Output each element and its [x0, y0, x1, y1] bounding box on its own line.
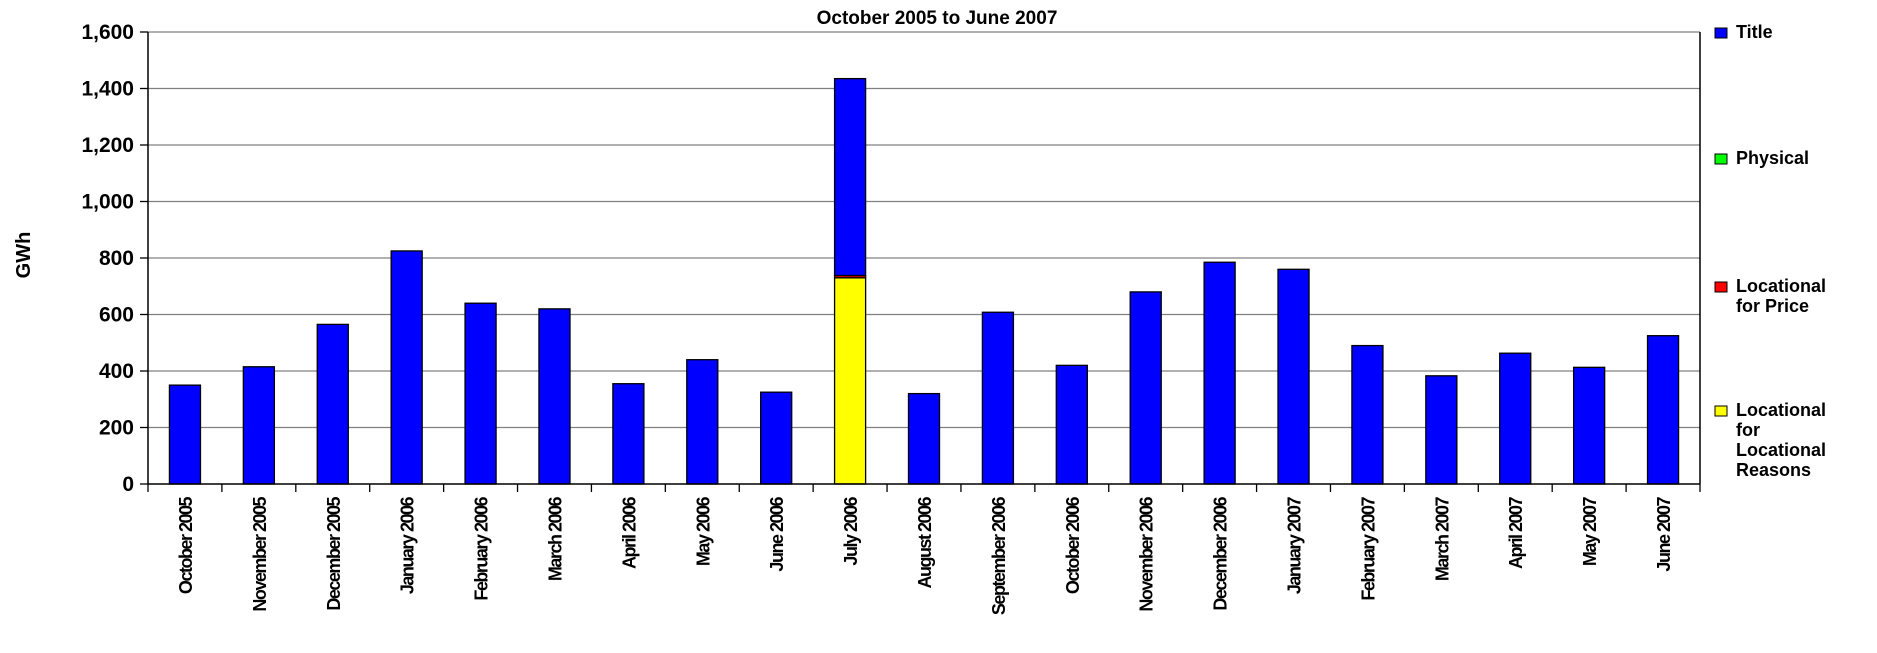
y-axis-label: GWh: [13, 232, 35, 279]
bar-segment: [833, 77, 867, 277]
y-tick-labels: 0 200 400 600 800 1,000 1,200 1,400 1,600: [81, 21, 134, 496]
bar-segment: [1499, 352, 1532, 485]
bar-segment: [981, 311, 1015, 485]
bar-segment: [242, 366, 276, 485]
bars: [168, 77, 1680, 485]
x-category-label: March 2007: [1432, 497, 1452, 582]
x-category-label: October 2006: [1063, 497, 1083, 595]
x-category-label: October 2005: [176, 497, 196, 595]
x-category-label: February 2007: [1358, 497, 1378, 601]
bar-segment: [1425, 375, 1458, 485]
legend-swatch: [1714, 153, 1728, 165]
x-category-label: November 2006: [1137, 497, 1157, 612]
bar-segment: [538, 308, 571, 485]
x-category-label: January 2006: [398, 497, 418, 595]
x-category-label: January 2007: [1285, 497, 1305, 595]
y-tick-label: 1,000: [81, 191, 134, 214]
y-tick-label: 800: [99, 247, 134, 270]
legend-label: Title: [1736, 22, 1773, 42]
x-category-label: September 2006: [989, 497, 1009, 616]
legend-label: Locational: [1736, 440, 1826, 460]
legend-label: Physical: [1736, 148, 1809, 168]
y-tick-label: 200: [99, 417, 134, 440]
bar-segment: [907, 392, 941, 485]
y-tick-label: 1,400: [81, 78, 134, 101]
y-tick-label: 1,200: [81, 134, 134, 157]
legend-label: for: [1736, 420, 1760, 440]
y-tick-label: 600: [99, 304, 134, 327]
bar-segment: [390, 250, 423, 485]
x-category-label: November 2005: [250, 497, 270, 612]
x-category-label: July 2006: [841, 497, 861, 566]
bar-segment: [168, 384, 202, 485]
legend-swatch: [1714, 27, 1728, 39]
x-category-label: May 2007: [1580, 497, 1600, 567]
bar-segment: [833, 277, 867, 485]
bar-segment: [316, 323, 349, 485]
chart-title: October 2005 to June 2007: [817, 8, 1058, 29]
x-category-label: June 2006: [767, 497, 787, 572]
x-category-label: February 2006: [472, 497, 492, 601]
bar-segment: [1351, 344, 1384, 485]
bar-segment: [1203, 261, 1236, 485]
x-category-label: April 2007: [1506, 497, 1526, 570]
axes: [140, 31, 1701, 492]
x-category-label: August 2006: [915, 497, 935, 589]
x-category-label: December 2005: [324, 497, 344, 611]
bar-segment: [464, 302, 497, 485]
bar-segment: [686, 359, 719, 485]
legend-label: for Price: [1736, 296, 1809, 316]
y-tick-label: 0: [122, 473, 134, 496]
legend-label: Locational: [1736, 276, 1826, 296]
x-category-label: June 2007: [1654, 497, 1674, 572]
x-category-label: April 2006: [619, 497, 639, 570]
y-tick-label: 1,600: [81, 21, 134, 44]
legend-label: Locational: [1736, 400, 1826, 420]
bar-segment: [612, 383, 645, 485]
x-category-labels: October 2005 November 2005 December 2005 Ja…: [176, 497, 1674, 616]
bar-segment: [1572, 366, 1606, 485]
bar-segment: [1277, 268, 1310, 485]
x-category-label: May 2006: [693, 497, 713, 567]
y-tick-label: 400: [99, 360, 134, 383]
bar-segment: [760, 391, 793, 485]
legend-swatch: [1714, 281, 1728, 293]
x-category-label: March 2006: [545, 497, 565, 582]
legend-label: Reasons: [1736, 460, 1811, 480]
gridlines: [148, 31, 1700, 429]
bar-segment: [1129, 291, 1162, 485]
legend-swatch: [1714, 405, 1728, 417]
x-category-label: December 2006: [1211, 497, 1231, 611]
bar-segment: [1055, 364, 1088, 485]
bar-segment: [1646, 335, 1680, 485]
